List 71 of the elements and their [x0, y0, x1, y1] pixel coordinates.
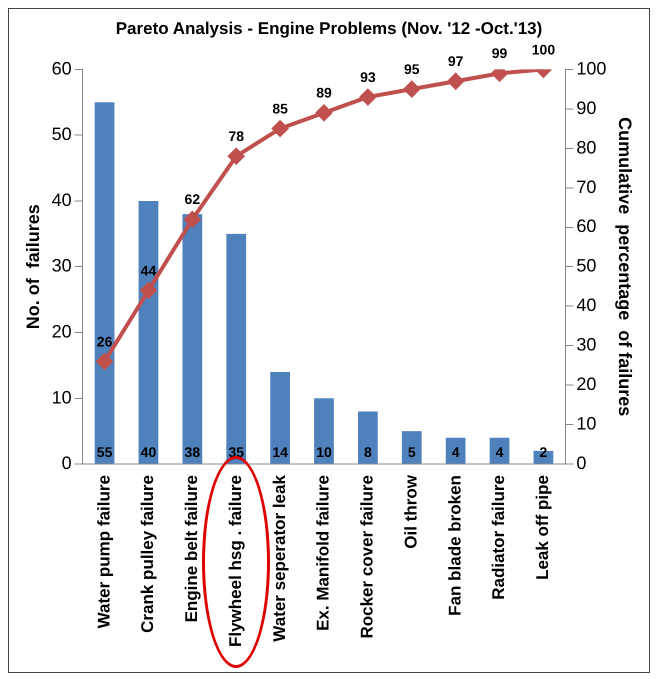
y2-tick-label: 100 — [576, 58, 606, 78]
y2-tick-label: 0 — [576, 453, 586, 474]
data-label: 95 — [404, 60, 420, 77]
data-label: 5 — [408, 444, 416, 460]
data-label: 99 — [492, 45, 508, 62]
x-tick-label: Water seperator leak — [270, 474, 289, 642]
bar — [94, 102, 114, 464]
x-tick-label: Radiator failure — [489, 475, 508, 600]
data-label: 4 — [452, 444, 460, 460]
y-tick-label: 60 — [52, 58, 72, 78]
point — [184, 211, 200, 228]
x-tick-label: Engine belt failure — [182, 475, 202, 622]
bar — [402, 431, 422, 464]
bar — [138, 200, 158, 464]
y2-tick-label: 40 — [576, 295, 596, 316]
bar — [358, 411, 378, 464]
y2-tick-label: 20 — [576, 374, 596, 394]
x-tick-label: Flywheel hsg . failure — [226, 475, 245, 648]
x-tick-label: Crank pulley failure — [138, 475, 158, 633]
bar — [270, 372, 290, 464]
x-tick-label: Water pump failure — [94, 475, 114, 628]
y2-tick-label: 60 — [576, 216, 596, 236]
y2-tick-label: 80 — [576, 137, 596, 158]
x-tick-label: Fan blade broken — [445, 475, 464, 616]
y2-tick-label: 10 — [576, 414, 596, 434]
data-label: 44 — [140, 262, 156, 278]
chart-title: Pareto Analysis - Engine Problems (Nov. '12 -Oct.'13) — [116, 18, 542, 38]
data-label: 62 — [184, 191, 200, 208]
point — [272, 120, 288, 137]
y-tick-label: 20 — [52, 321, 72, 342]
data-label: 26 — [96, 333, 113, 350]
y2-tick-label: 90 — [576, 98, 596, 118]
y-tick-label: 40 — [52, 190, 72, 210]
y2-axis-title: Cumulative percentage of failures — [615, 117, 636, 416]
y-tick-label: 0 — [62, 453, 72, 474]
data-label: 78 — [228, 128, 244, 144]
point — [360, 89, 376, 106]
x-tick-label: Leak off pipe — [533, 475, 552, 580]
y2-tick-label: 70 — [576, 176, 596, 197]
data-label: 93 — [360, 68, 376, 85]
data-label: 85 — [272, 100, 288, 116]
data-label: 35 — [228, 444, 244, 460]
data-label: 55 — [96, 444, 113, 460]
y-tick-label: 30 — [52, 256, 72, 276]
data-label: 4 — [496, 444, 504, 460]
data-label: 8 — [364, 444, 372, 460]
point — [228, 148, 244, 164]
y-tick-label: 50 — [52, 124, 72, 144]
y2-tick-label: 50 — [576, 256, 596, 276]
point — [404, 81, 420, 98]
data-label: 40 — [140, 444, 156, 460]
data-label: 38 — [184, 444, 200, 460]
x-tick-label: Rocker cover failure — [358, 475, 377, 639]
data-label: 14 — [272, 444, 288, 460]
y2-tick-label: 30 — [576, 334, 596, 355]
bar — [314, 398, 334, 464]
bar — [226, 234, 246, 464]
y-tick-label: 10 — [52, 387, 72, 408]
point — [96, 353, 113, 370]
data-label: 100 — [532, 41, 556, 58]
data-label: 97 — [448, 53, 464, 70]
point — [140, 282, 156, 298]
point — [448, 73, 464, 90]
x-tick-label: Ex. Manifold failure — [314, 475, 333, 631]
bar — [182, 214, 202, 464]
x-tick-label: Oil throw — [401, 474, 420, 549]
bar — [490, 438, 510, 464]
data-label: 89 — [316, 84, 332, 101]
y-axis-title: No. of failures — [22, 204, 43, 330]
point — [316, 104, 332, 121]
data-label: 10 — [316, 444, 332, 460]
